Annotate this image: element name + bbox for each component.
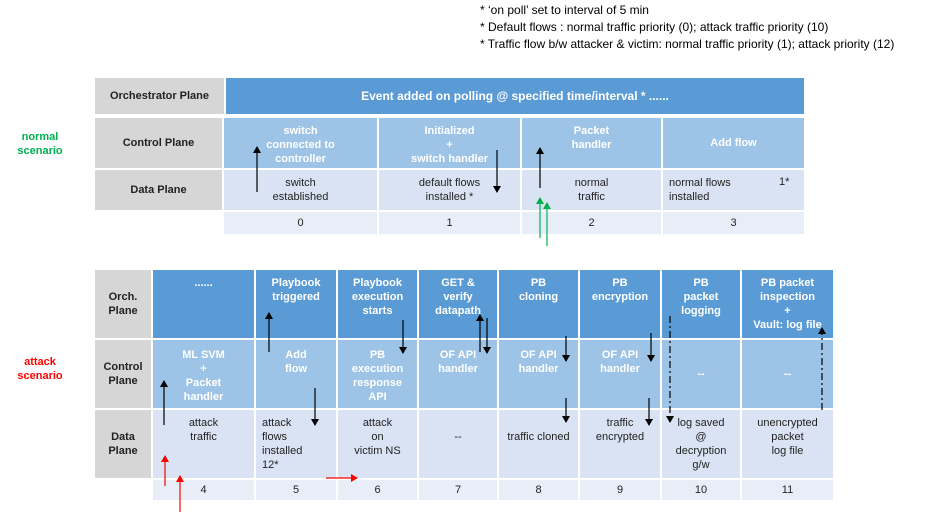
attack-data-cell-3: -- [419,410,497,478]
attack-scenario-label: attack scenario [17,356,63,382]
note-poll-interval: * ‘on poll’ set to interval of 5 min [480,3,649,17]
attack-control-cell-2: PB execution response API [338,340,417,408]
attack-step-9: 9 [580,480,660,500]
attack-step-7: 7 [419,480,497,500]
attack-step-6: 6 [338,480,417,500]
orchestrator-plane-header: Orchestrator Plane [95,78,224,114]
attack-data-cell-7: unencrypted packet log file [742,410,833,478]
attack-orch-cell-6: PB packet logging [662,270,740,338]
attack-control-cell-6: -- [662,340,740,408]
attack-step-11: 11 [742,480,833,500]
attack-control-cell-0: ML SVM + Packet handler [153,340,254,408]
normal-data-plane-header: Data Plane [95,170,222,210]
attack-step-10: 10 [662,480,740,500]
attack-control-cell-5: OF API handler [580,340,660,408]
normal-control-plane-header: Control Plane [95,118,222,168]
normal-data-cell-0: switch established [224,170,377,210]
normal-step-2: 2 [522,212,661,234]
normal-control-cell-2: Packet handler [522,118,661,168]
attack-data-cell-1: attack flows installed 12* [256,410,336,478]
attack-data-cell-6: log saved @ decryption g/w [662,410,740,478]
note-traffic-flow: * Traffic flow b/w attacker & victim: no… [480,37,895,51]
note-default-flows: * Default flows : normal traffic priorit… [480,20,829,34]
attack-step-5: 5 [256,480,336,500]
normal-scenario-label: normal scenario [17,131,63,157]
orchestrator-event: Event added on polling @ specified time/… [226,78,804,114]
normal-data-footnote-mark: 1* [779,176,790,188]
attack-step-8: 8 [499,480,578,500]
normal-data-cell-3: normal flows installed [663,170,804,210]
attack-data-cell-0: attack traffic [153,410,254,478]
attack-orch-plane-header: Orch. Plane [95,270,151,338]
attack-control-cell-4: OF API handler [499,340,578,408]
attack-orch-cell-4: PB cloning [499,270,578,338]
normal-step-3: 3 [663,212,804,234]
attack-step-4: 4 [153,480,254,500]
attack-control-plane-header: Control Plane [95,340,151,408]
attack-orch-cell-7: PB packet inspection + Vault: log file [742,270,833,338]
normal-control-cell-0: switch connected to controller [224,118,377,168]
normal-step-0: 0 [224,212,377,234]
attack-orch-cell-2: Playbook execution starts [338,270,417,338]
normal-step-1: 1 [379,212,520,234]
attack-data-cell-2: attack on victim NS [338,410,417,478]
attack-control-cell-7: -- [742,340,833,408]
attack-orch-cell-5: PB encryption [580,270,660,338]
normal-control-cell-3: Add flow [663,118,804,168]
attack-orch-cell-3: GET & verify datapath [419,270,497,338]
notes: * ‘on poll’ set to interval of 5 min * D… [480,2,894,53]
attack-data-plane-header: Data Plane [95,410,151,478]
attack-orch-cell-0: ...... [153,270,254,338]
attack-control-cell-3: OF API handler [419,340,497,408]
